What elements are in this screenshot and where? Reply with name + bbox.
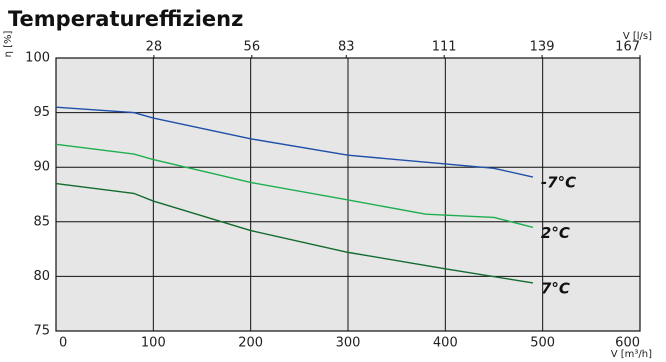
line-series (55, 106, 534, 178)
y-tick-label: 95 (33, 105, 50, 120)
x-tick-label: 100 (141, 336, 166, 351)
x2-tick-label: 28 (146, 40, 163, 55)
line-series (55, 143, 534, 228)
series-label: -7°C (541, 174, 576, 192)
x2-tick-label: 139 (530, 40, 555, 55)
line-series (55, 182, 534, 284)
x2-tick-label: 111 (432, 40, 457, 55)
series-label: 7°C (541, 279, 570, 297)
x-tick-label: 200 (238, 336, 263, 351)
y-tick-label: 75 (33, 324, 50, 339)
x2-axis-label: V [l/s] (623, 31, 652, 42)
x-tick-label: 500 (530, 336, 555, 351)
series-label: 2°C (541, 224, 570, 242)
x2-tick-label: 56 (244, 40, 261, 55)
x-tick-label: 300 (336, 336, 361, 351)
x-tick-label: 600 (615, 336, 640, 351)
y-tick-label: 85 (33, 214, 50, 229)
x-axis-label: V [m³/h] (611, 349, 652, 360)
y-tick-label: 90 (33, 160, 50, 175)
chart-title: Temperatureffizienz (8, 7, 243, 31)
y-tick-label: 80 (33, 269, 50, 284)
x2-tick-label: 167 (615, 40, 640, 55)
x-tick-label: 0 (59, 336, 67, 351)
x-tick-label: 400 (433, 336, 458, 351)
x2-tick-label: 83 (338, 40, 355, 55)
plot-frame (55, 57, 641, 332)
y-axis-label: η [%] (3, 30, 14, 57)
y-tick-label: 100 (25, 51, 50, 66)
